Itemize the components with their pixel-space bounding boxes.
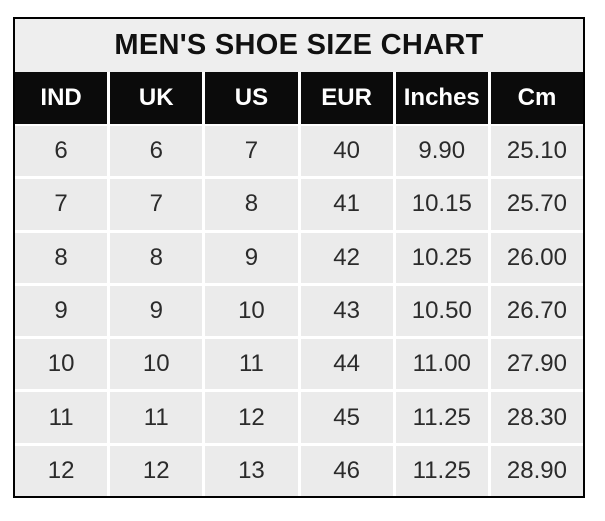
table-cell: 10.50	[392, 285, 488, 337]
chart-title: MEN'S SHOE SIZE CHART	[15, 19, 583, 72]
table-cell: 10.25	[392, 232, 488, 283]
table-cell: 25.70	[487, 179, 584, 230]
table-cell: 8	[202, 179, 298, 230]
table-header-row: IND UK US EUR Inches Cm	[15, 72, 584, 124]
table-cell: 46	[297, 445, 393, 496]
header-cell-ind: IND	[15, 72, 108, 124]
table-cell: 7	[202, 126, 298, 177]
table-cell: 8	[15, 232, 108, 283]
table-cell: 10	[202, 285, 298, 337]
table-row: 9 9 10 43 10.50 26.70	[15, 282, 584, 337]
table-cell: 26.70	[487, 285, 584, 337]
table-cell: 9	[107, 285, 203, 337]
table-cell: 44	[297, 339, 393, 390]
table-cell: 9	[202, 232, 298, 283]
table-cell: 13	[202, 445, 298, 496]
table-cell: 28.90	[487, 445, 584, 496]
table-cell: 25.10	[487, 126, 584, 177]
table-cell: 26.00	[487, 232, 584, 283]
table-cell: 11	[15, 392, 108, 443]
table-cell: 11	[202, 339, 298, 390]
table-cell: 43	[297, 285, 393, 337]
table-cell: 11.25	[392, 445, 488, 496]
table-cell: 12	[202, 392, 298, 443]
table-cell: 40	[297, 126, 393, 177]
table-cell: 45	[297, 392, 393, 443]
shoe-size-chart: MEN'S SHOE SIZE CHART IND UK US EUR Inches Cm…	[13, 17, 585, 498]
table-cell: 11.25	[392, 392, 488, 443]
header-cell-us: US	[202, 72, 298, 124]
table-cell: 7	[15, 179, 108, 230]
table-cell: 6	[15, 126, 108, 177]
table-cell: 10	[107, 339, 203, 390]
header-cell-inches: Inches	[392, 72, 488, 124]
header-cell-uk: UK	[107, 72, 203, 124]
table-cell: 11.00	[392, 339, 488, 390]
table-row: 12 12 13 46 11.25 28.90	[15, 442, 584, 496]
table-cell: 12	[107, 445, 203, 496]
table-row: 8 8 9 42 10.25 26.00	[15, 229, 584, 283]
table-cell: 42	[297, 232, 393, 283]
header-cell-cm: Cm	[487, 72, 584, 124]
header-cell-eur: EUR	[297, 72, 393, 124]
table-cell: 27.90	[487, 339, 584, 390]
table-cell: 9.90	[392, 126, 488, 177]
table-cell: 10.15	[392, 179, 488, 230]
table-row: 6 6 7 40 9.90 25.10	[15, 124, 584, 177]
table-cell: 8	[107, 232, 203, 283]
table-cell: 28.30	[487, 392, 584, 443]
table-cell: 12	[15, 445, 108, 496]
table-row: 7 7 8 41 10.15 25.70	[15, 176, 584, 230]
table-row: 11 11 12 45 11.25 28.30	[15, 389, 584, 443]
table-cell: 9	[15, 285, 108, 337]
table-cell: 6	[107, 126, 203, 177]
table-row: 10 10 11 44 11.00 27.90	[15, 336, 584, 390]
table-cell: 10	[15, 339, 108, 390]
table-cell: 7	[107, 179, 203, 230]
table-cell: 41	[297, 179, 393, 230]
table-cell: 11	[107, 392, 203, 443]
table-body: 6 6 7 40 9.90 25.10 7 7 8 41 10.15 25.70 8 8 9 42 10.25 2…	[15, 124, 584, 496]
